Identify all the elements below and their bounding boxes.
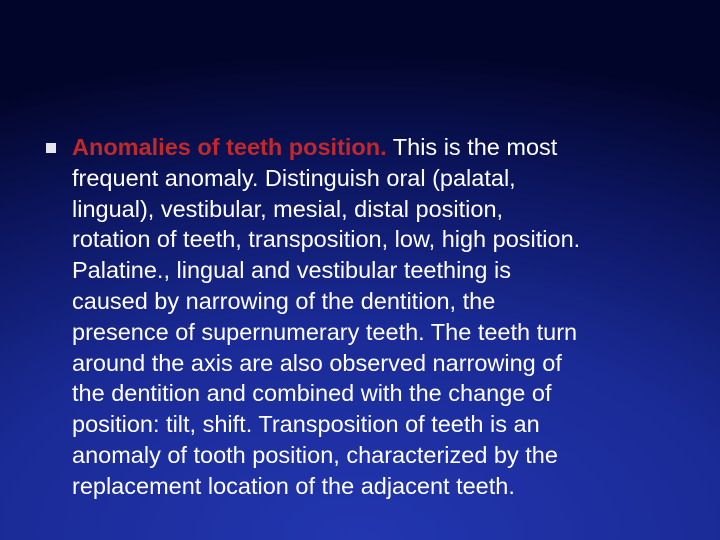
bullet-mark bbox=[46, 143, 56, 153]
text-line: Palatine., lingual and vestibular teethi… bbox=[72, 257, 511, 284]
text-line: presence of supernumerary teeth. The tee… bbox=[72, 318, 578, 345]
text-line: rotation of teeth, transposition, low, h… bbox=[72, 226, 581, 253]
text-line: lingual), vestibular, mesial, distal pos… bbox=[72, 195, 504, 222]
bullet-text: Anomalies of teeth position. This is the… bbox=[72, 132, 712, 502]
text-line: position: tilt, shift. Transposition of … bbox=[72, 411, 540, 438]
text-line: anomaly of tooth position, characterized… bbox=[72, 441, 558, 468]
text-line-part: This is the most bbox=[392, 134, 558, 160]
bullet-lead: Anomalies of teeth position. bbox=[72, 134, 387, 160]
text-line: around the axis are also observed narrow… bbox=[72, 349, 562, 376]
text-line: caused by narrowing of the dentition, th… bbox=[72, 287, 496, 314]
text-line: replacement location of the adjacent tee… bbox=[72, 472, 515, 499]
text-line: Anomalies of teeth position. This is the… bbox=[72, 132, 712, 163]
text-line: the dentition and combined with the chan… bbox=[72, 380, 552, 407]
text-line: frequent anomaly. Distinguish oral (pala… bbox=[72, 164, 516, 191]
